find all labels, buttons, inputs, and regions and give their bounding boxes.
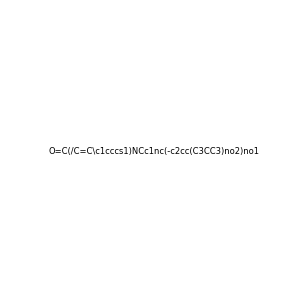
Text: O=C(/C=C\c1cccs1)NCc1nc(-c2cc(C3CC3)no2)no1: O=C(/C=C\c1cccs1)NCc1nc(-c2cc(C3CC3)no2)… — [48, 147, 259, 156]
